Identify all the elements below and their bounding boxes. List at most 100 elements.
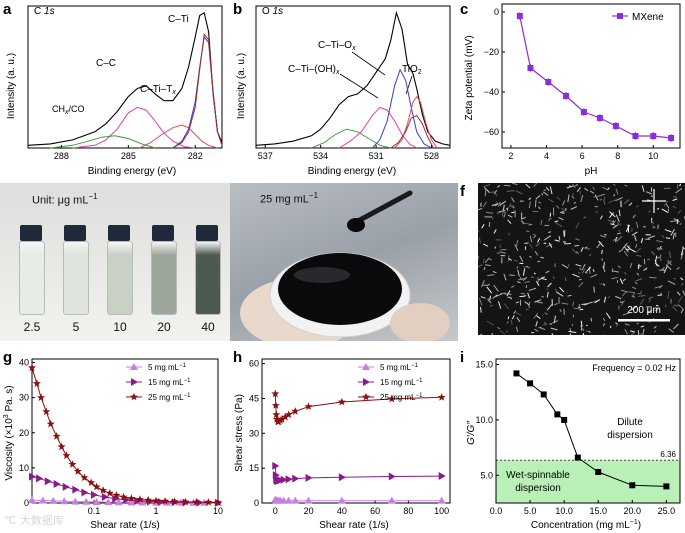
texture-streak <box>494 193 498 197</box>
texture-streak <box>604 233 607 236</box>
texture-streak <box>581 303 588 305</box>
texture-streak <box>589 190 595 194</box>
texture-streak <box>629 248 636 253</box>
texture-streak <box>607 219 615 223</box>
texture-streak <box>629 262 633 269</box>
x-tick-label: 528 <box>424 151 439 161</box>
texture-streak <box>615 197 623 202</box>
texture-streak <box>507 316 510 320</box>
texture-streak <box>677 304 684 310</box>
texture-streak <box>540 256 545 259</box>
texture-streak <box>618 209 621 217</box>
texture-streak <box>636 272 640 276</box>
texture-streak <box>652 226 656 229</box>
texture-streak <box>561 207 566 212</box>
texture-streak <box>667 259 672 266</box>
texture-streak <box>536 301 543 304</box>
texture-streak <box>529 235 533 243</box>
texture-streak <box>635 221 639 229</box>
texture-streak <box>528 197 531 200</box>
texture-streak <box>525 285 528 289</box>
texture-streak <box>526 230 530 232</box>
texture-streak <box>603 262 605 269</box>
texture-streak <box>489 295 492 301</box>
texture-streak <box>553 315 556 324</box>
y-tick-label: 0 <box>254 498 259 508</box>
y-tick-label: 10.0 <box>475 415 493 425</box>
texture-streak <box>634 281 638 285</box>
texture-streak <box>567 194 570 203</box>
x-tick-label: 5.0 <box>524 506 537 516</box>
texture-streak <box>508 232 511 236</box>
data-point <box>650 133 657 139</box>
texture-streak <box>640 325 645 328</box>
texture-streak <box>541 192 544 196</box>
wet-spinnable-label-line2: dispersion <box>515 483 561 494</box>
texture-streak <box>577 271 581 274</box>
spatula <box>355 190 413 224</box>
texture-streak <box>581 268 586 275</box>
texture-streak <box>680 308 684 314</box>
texture-streak <box>534 250 539 256</box>
texture-streak <box>651 251 656 256</box>
texture-streak <box>517 269 520 277</box>
texture-streak <box>509 204 515 207</box>
texture-streak <box>516 326 518 332</box>
texture-streak <box>552 276 555 279</box>
data-point <box>540 391 547 398</box>
data-point <box>91 490 98 499</box>
texture-streak <box>607 187 610 191</box>
texture-streak <box>524 301 530 306</box>
texture-streak <box>612 224 619 229</box>
texture-streak <box>601 249 603 255</box>
texture-streak <box>673 218 680 223</box>
data-point <box>72 485 80 494</box>
texture-streak <box>648 276 657 279</box>
texture-streak <box>616 235 623 242</box>
texture-streak <box>479 306 482 313</box>
texture-streak <box>502 204 505 212</box>
texture-streak <box>581 263 586 271</box>
texture-streak <box>481 280 485 288</box>
wet-spinnable-label: Wet-spinnable <box>506 470 570 481</box>
texture-streak <box>544 312 548 315</box>
texture-streak <box>506 290 511 297</box>
texture-streak <box>558 217 564 221</box>
texture-streak <box>523 281 529 284</box>
texture-streak <box>672 198 678 202</box>
data-point <box>629 482 636 489</box>
vial-cap <box>152 225 174 241</box>
texture-streak <box>556 196 561 201</box>
texture-streak <box>537 238 541 243</box>
texture-streak <box>503 303 510 310</box>
texture-streak <box>665 237 671 239</box>
texture-streak <box>502 211 507 214</box>
texture-streak <box>620 289 629 293</box>
texture-streak <box>646 310 652 313</box>
annotation-c-ti-tx: C–Ti–Tx <box>140 84 176 96</box>
series-line-tio2-dark <box>390 114 434 149</box>
texture-streak <box>568 330 577 333</box>
xlabel: Binding energy (eV) <box>308 166 396 177</box>
data-point <box>46 419 55 428</box>
panel-label-b: b <box>233 1 243 18</box>
texture-streak <box>533 272 536 275</box>
texture-streak <box>510 285 515 289</box>
data-point <box>304 402 313 410</box>
data-point <box>101 493 109 502</box>
data-point <box>52 432 61 440</box>
texture-streak <box>524 242 529 245</box>
texture-streak <box>660 292 663 296</box>
texture-streak <box>598 240 604 248</box>
birefringence-texture: 200 μm <box>478 183 685 335</box>
texture-streak <box>545 322 547 326</box>
viscosity-chart: Viscosity (×103 Pa. s) Shear rate (1/s) … <box>3 358 223 531</box>
mxene-gel <box>278 253 402 325</box>
texture-streak <box>580 246 584 252</box>
texture-streak <box>584 247 591 250</box>
texture-streak <box>599 282 605 286</box>
series-line-c-ti-dark <box>172 33 223 149</box>
data-point <box>595 468 602 475</box>
ylabel: G′/G″ <box>466 421 477 445</box>
texture-streak <box>620 300 626 306</box>
